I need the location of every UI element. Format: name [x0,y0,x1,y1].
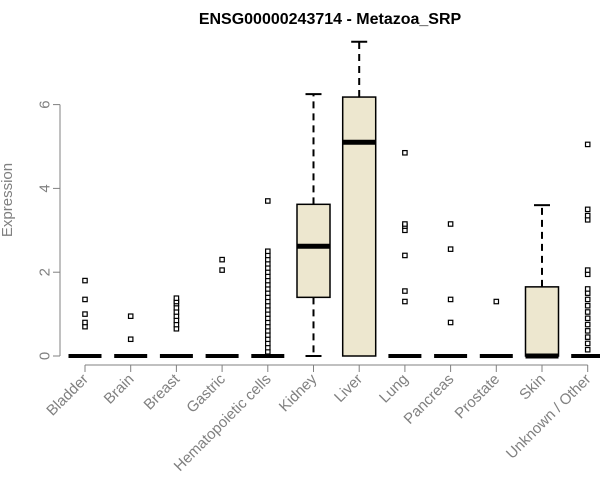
box-group [159,295,193,358]
outlier-point [82,296,88,303]
outlier-point [584,302,591,309]
box-group [479,298,513,358]
outlier-point [402,221,408,227]
outlier-point [584,206,591,213]
box-group [68,277,102,358]
box-group [524,204,560,359]
outlier-point [584,286,591,292]
outlier-point [584,315,591,322]
outlier-point [127,313,134,319]
x-tick-label: Liver [331,371,366,406]
boxes [68,40,600,359]
box-body [341,96,377,357]
outlier-point [265,198,271,204]
outlier-point [82,319,88,326]
y-axis-label: Expression [0,163,16,237]
outlier-point [584,267,591,273]
outlier-point [402,149,408,156]
box-group [114,313,148,358]
outlier-point [584,296,591,303]
outlier-point [584,212,591,219]
outlier-point [82,277,88,284]
box-group [296,93,331,357]
box-group [205,256,239,358]
outlier-point [127,336,134,343]
outlier-point [82,311,88,317]
outlier-point [173,295,180,301]
box-body [524,286,560,357]
x-tick-label: Lung [376,371,412,407]
outlier-point [265,248,271,255]
x-tick-label: Unknown / Other [503,371,595,463]
outlier-point [584,321,591,328]
box-group [388,149,422,358]
outlier-point [584,340,591,347]
outlier-point [493,298,500,305]
x-tick-label: Brain [101,371,138,408]
x-tick-label: Kidney [276,370,321,415]
x-tick-label: Breast [141,370,184,413]
outlier-point [402,288,408,294]
x-tick-label: Bladder [43,371,92,420]
outlier-point [402,298,408,305]
x-tick-label: Pancreas [401,371,458,428]
box-group [571,141,600,358]
y-tick-label: 6 [36,100,53,108]
outlier-point [219,256,225,263]
outlier-point [447,296,454,303]
x-tick-label: Prostate [452,371,504,423]
box-group [251,198,285,358]
chart-title: ENSG00000243714 - Metazoa_SRP [199,11,462,28]
outlier-point [584,141,591,148]
outlier-point [447,319,454,326]
outlier-point [402,252,408,259]
outlier-point [584,328,591,334]
box-group [341,40,377,357]
y-axis: 0 2 4 6 [36,100,61,360]
box-body [296,203,331,299]
outlier-point [447,221,454,227]
box-group [434,221,468,358]
y-tick-label: 2 [36,268,53,276]
outlier-point [584,346,591,353]
x-tick-label: Skin [516,371,549,404]
outlier-point [584,334,591,340]
outlier-point [447,246,454,252]
outlier-point [219,267,225,273]
y-tick-label: 0 [36,352,53,360]
y-tick-label: 4 [36,184,53,192]
x-tick-label: Gastric [183,370,229,416]
outlier-point [584,309,591,315]
